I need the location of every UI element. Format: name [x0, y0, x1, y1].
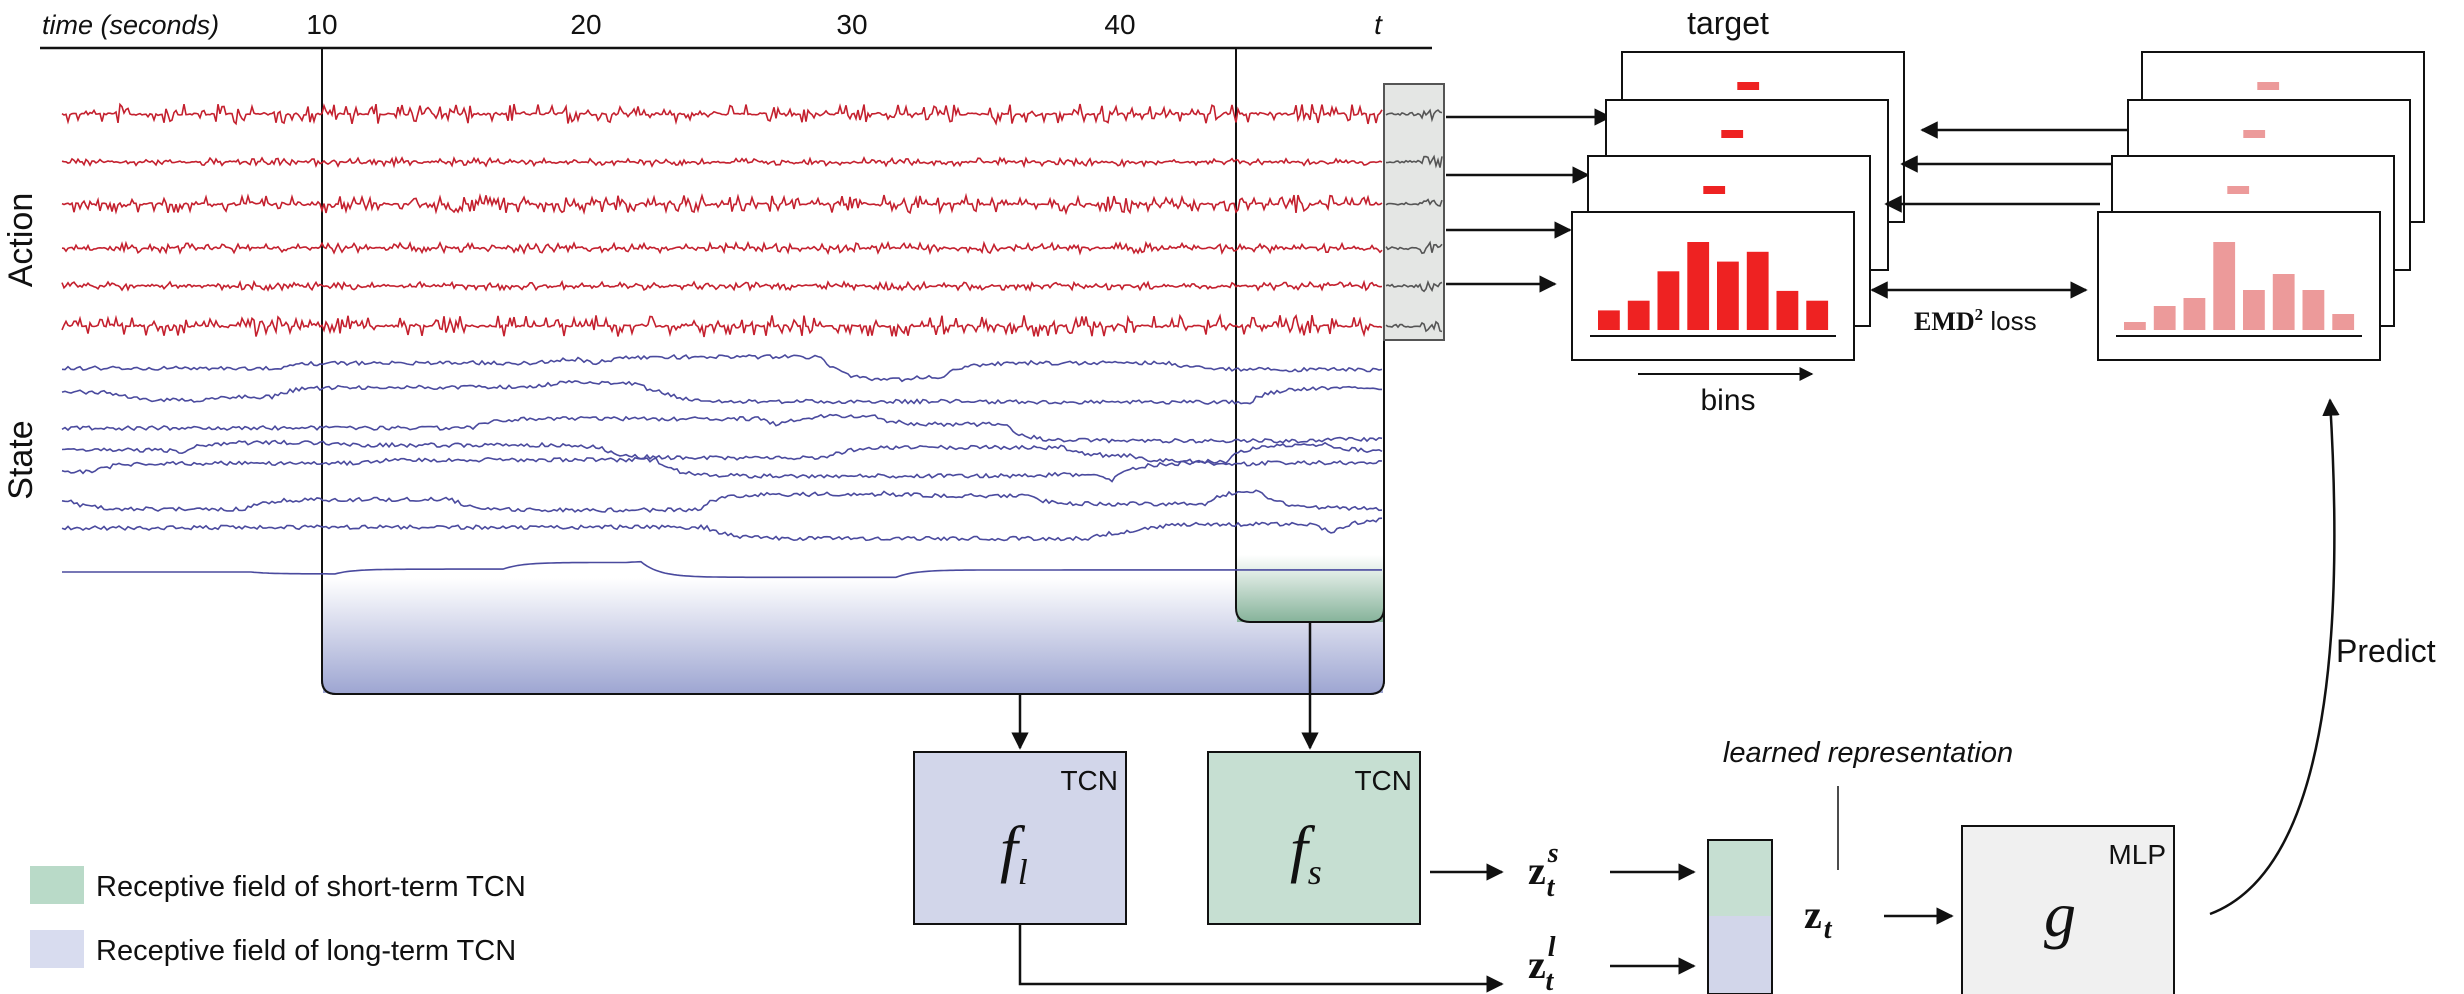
predict-label: Predict [2336, 633, 2436, 669]
target-histogram-bar [1746, 251, 1769, 330]
mlp-block: MLP g [1961, 825, 2175, 994]
state-trace [61, 456, 1383, 483]
mlp-tag: MLP [2108, 839, 2166, 870]
predicted-histogram-bar [2257, 82, 2280, 90]
legend-swatch-long [30, 930, 84, 968]
predicted-histogram-card-frame [2097, 211, 2381, 361]
target-histogram-bar [1717, 261, 1739, 330]
tick-label-20: 20 [570, 9, 601, 40]
target-histogram-bar [1721, 130, 1744, 138]
predicted-histogram-bar [2302, 290, 2325, 330]
target-histogram-bar [1703, 186, 1726, 194]
long-receptive-field-outline [321, 48, 1385, 695]
window-trace [1385, 279, 1443, 293]
predicted-histogram-card [2097, 211, 2381, 361]
state-label: State [2, 420, 40, 499]
action-trace [61, 240, 1383, 256]
short-receptive-field-fill [1237, 555, 1383, 622]
target-histogram-bar [1627, 300, 1650, 330]
target-title: target [1687, 5, 1769, 41]
tick-label-30: 30 [836, 9, 867, 40]
loss-label: EMD2 loss [1914, 305, 2037, 336]
loss-label-sup: 2 [1975, 305, 1984, 324]
window-trace [1385, 320, 1443, 333]
current-window-traces [1385, 108, 1443, 333]
state-trace [61, 439, 1383, 465]
window-trace [1385, 154, 1443, 169]
state-trace [61, 413, 1383, 444]
predicted-histogram-bar [2183, 298, 2206, 330]
target-histogram-bar [1776, 290, 1799, 330]
tick-label-40: 40 [1104, 9, 1135, 40]
mlp-function: g [2044, 879, 2076, 950]
predicted-histogram-bar [2153, 306, 2176, 330]
short-term-tcn-block: TCN fs [1207, 751, 1421, 925]
predicted-histogram-bar [2272, 274, 2295, 330]
target-histogram-bar [1598, 310, 1620, 330]
concatenated-representation [1707, 839, 1773, 994]
window-trace [1385, 108, 1443, 123]
predicted-histogram-bar [2243, 290, 2265, 330]
legend-label-short: Receptive field of short-term TCN [96, 871, 526, 903]
action-trace [61, 192, 1383, 216]
predicted-histogram-stack [2097, 51, 2425, 361]
long-tcn-tag: TCN [1060, 765, 1118, 796]
target-histogram-bar [1657, 271, 1680, 330]
long-term-tcn-block: TCN fl [913, 751, 1127, 925]
window-to-target-arrows [1446, 108, 1612, 293]
learned-representation-label: learned representation [1723, 737, 2013, 769]
target-histogram-bar [1687, 242, 1710, 330]
action-trace [61, 279, 1383, 293]
legend-swatch-short [30, 866, 84, 904]
predicted-histogram-bar [2332, 314, 2355, 330]
predicted-histogram-bar [2227, 186, 2250, 194]
target-histogram-card-frame [1571, 211, 1855, 361]
short-tcn-tag: TCN [1354, 765, 1412, 796]
tick-label-10: 10 [306, 9, 337, 40]
legend-label-long: Receptive field of long-term TCN [96, 935, 516, 967]
legend: Receptive field of short-term TCN Recept… [30, 866, 526, 968]
timeline-axis: time (seconds) 10 20 30 40 t [40, 9, 1432, 50]
short-receptive-field-outline [1235, 48, 1385, 623]
target-histogram-card [1571, 211, 1855, 361]
predicted-to-target-arrows [1884, 121, 2128, 213]
loss-label-main: EMD [1914, 307, 1975, 336]
target-histogram-bar [1806, 300, 1829, 330]
tick-label-t: t [1374, 9, 1383, 40]
signal-traces [61, 102, 1383, 579]
z-full-label: zt [1804, 892, 1833, 945]
predicted-histogram-bar [2213, 242, 2236, 330]
bins-label: bins [1700, 384, 1755, 417]
axis-title: time (seconds) [42, 10, 219, 40]
current-window-box [1383, 83, 1445, 341]
action-trace [61, 155, 1383, 169]
state-trace [61, 517, 1383, 542]
action-trace [61, 313, 1383, 338]
action-label: Action [2, 193, 40, 288]
state-trace [62, 560, 1382, 579]
long-tcn-output-arrow [1018, 924, 1504, 993]
long-receptive-field-fill [323, 578, 1383, 693]
window-trace [1385, 240, 1443, 255]
target-histogram-bar [1737, 82, 1760, 90]
state-trace [61, 379, 1382, 405]
window-trace [1385, 198, 1443, 207]
z-short-label: zs t [1528, 838, 1559, 903]
loss-label-rest: loss [1983, 306, 2036, 336]
z-long-label: zl t [1528, 932, 1556, 994]
predict-curve [2209, 398, 2340, 916]
predicted-histogram-bar [2124, 322, 2146, 330]
target-histogram-stack [1571, 51, 1905, 361]
predicted-histogram-bar [2243, 130, 2266, 138]
action-trace [61, 102, 1383, 126]
state-trace [61, 353, 1383, 383]
state-trace [61, 489, 1383, 513]
